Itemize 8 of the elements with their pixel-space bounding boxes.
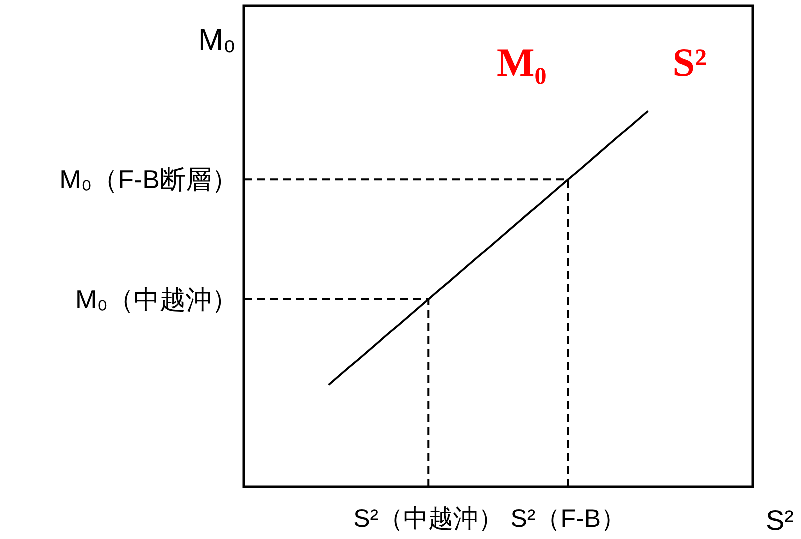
x-tick-label: S²（F-B） xyxy=(510,505,626,533)
x-axis-title: S² xyxy=(766,505,794,536)
ref-line-label: M₀（中越沖） xyxy=(76,284,238,314)
y-axis-title: M₀ xyxy=(198,24,236,57)
text: M₀ xyxy=(497,40,547,86)
x-tick-label: S²（中越沖） xyxy=(354,505,504,533)
ref-line-label: M₀（F-B断層） xyxy=(60,164,238,195)
text: S² xyxy=(672,40,708,86)
